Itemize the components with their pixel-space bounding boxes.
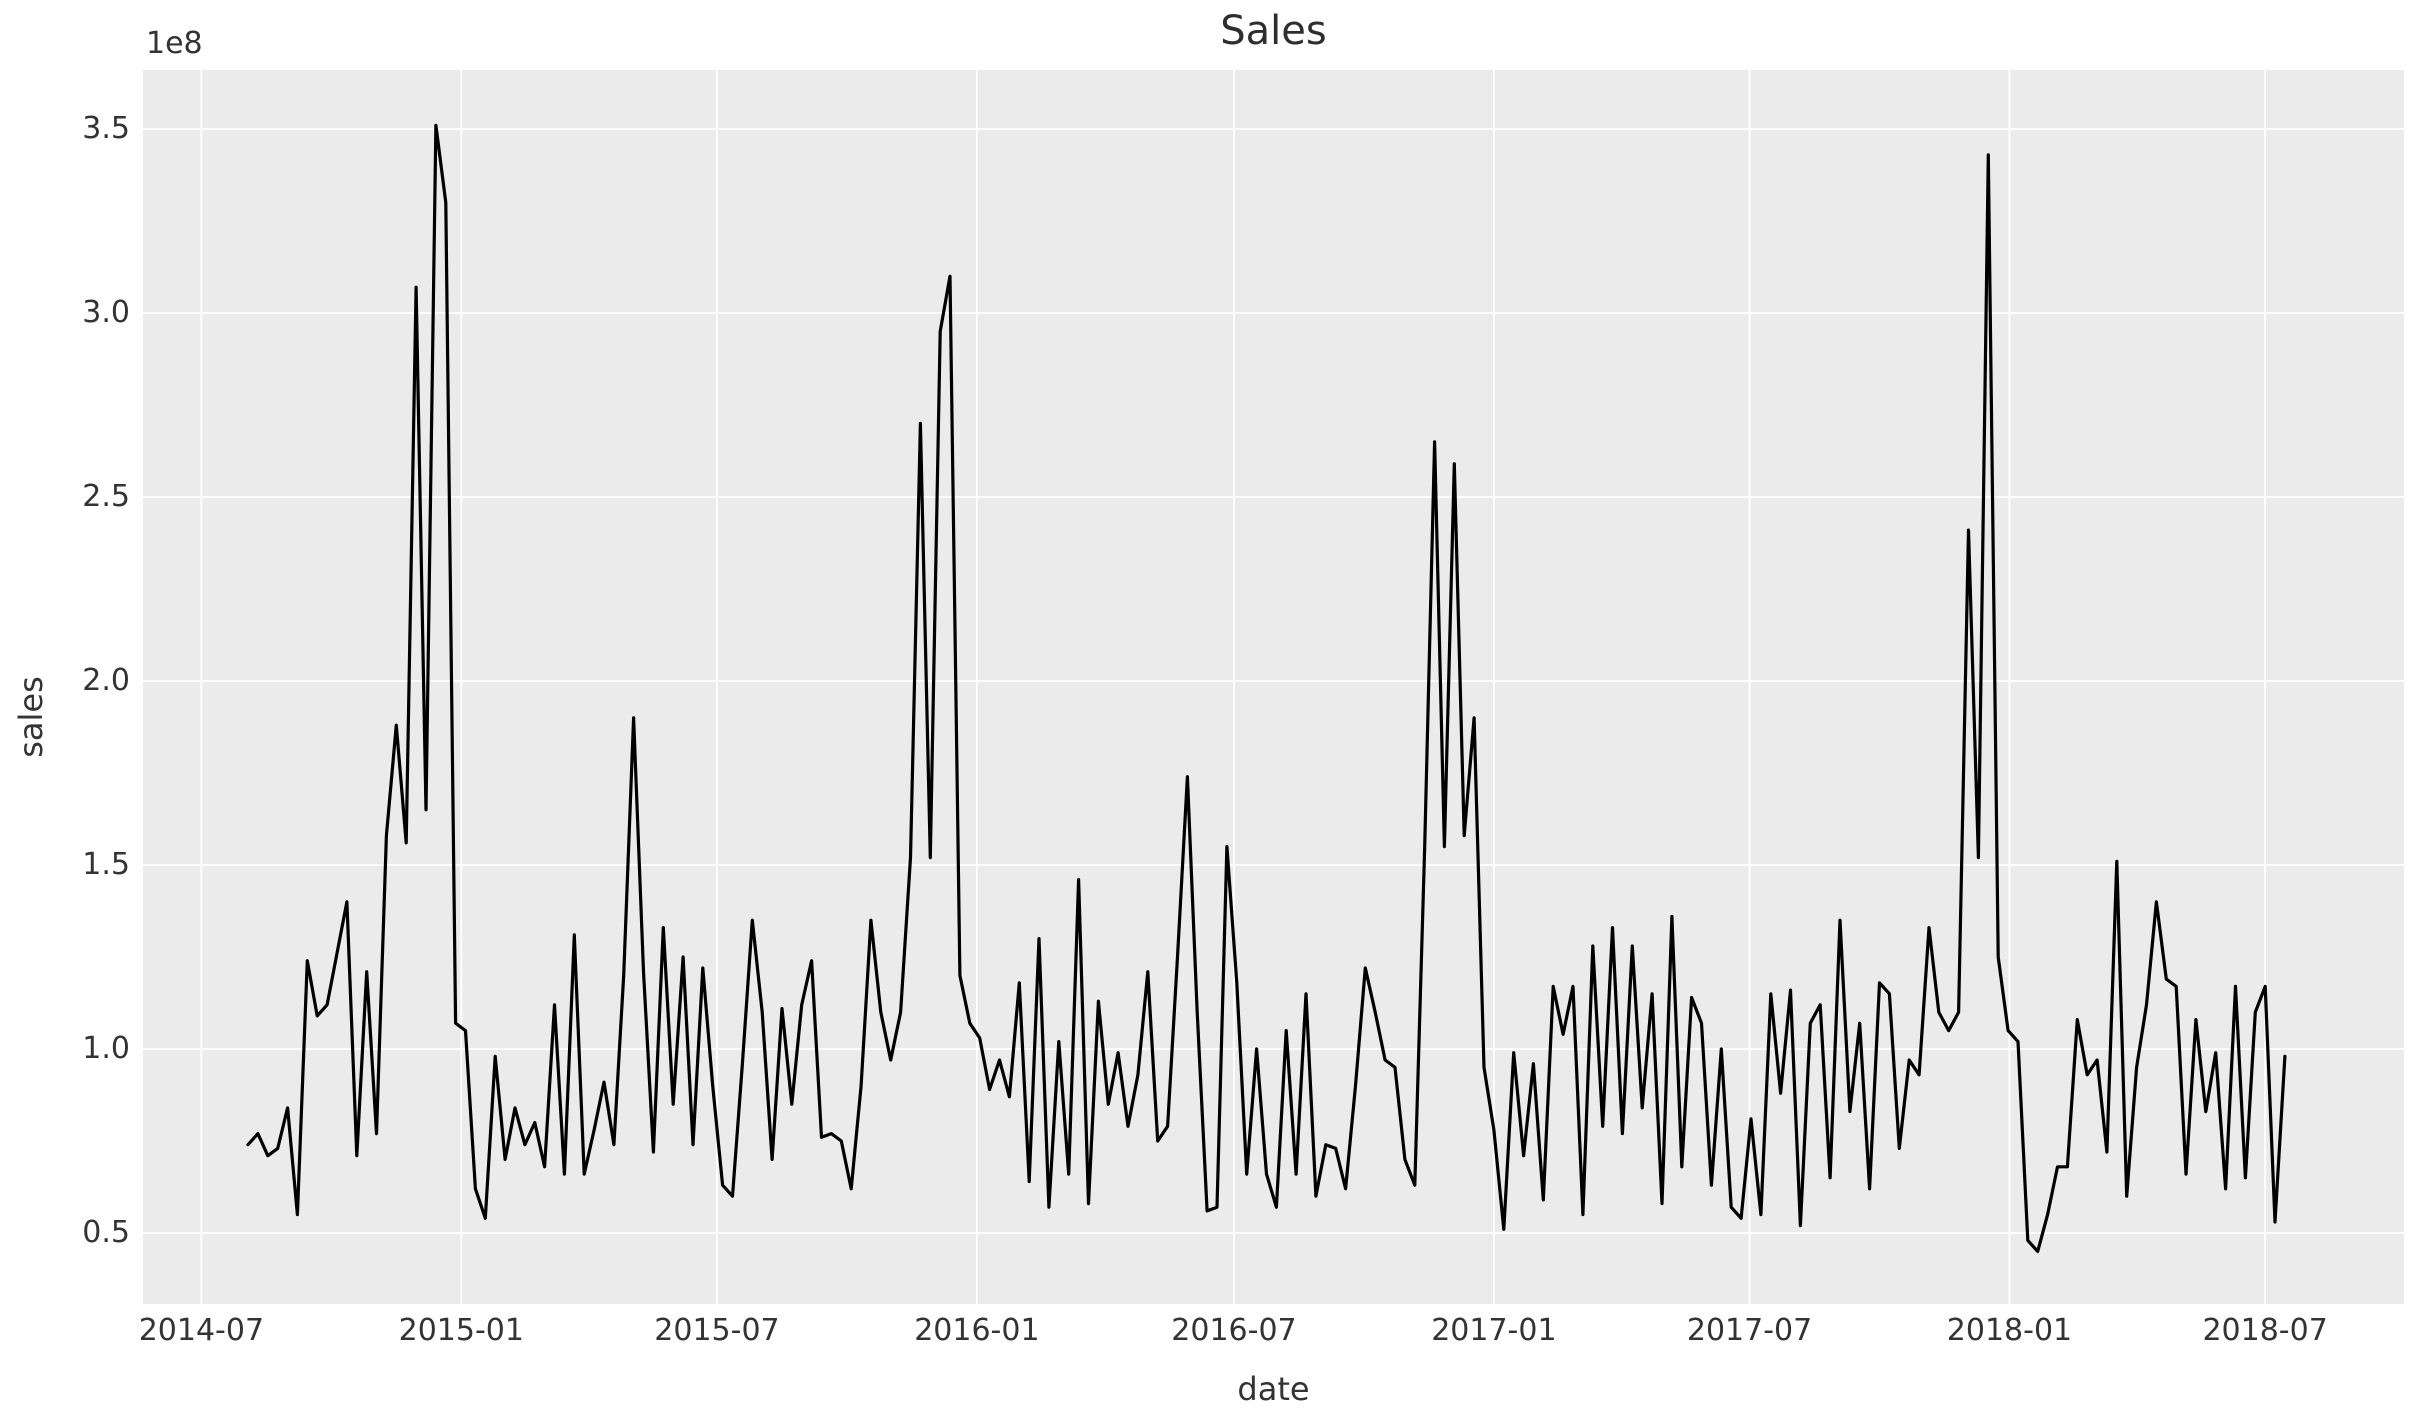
- y-tick-label: 0.5: [82, 1215, 130, 1250]
- x-tick-label: 2017-07: [1686, 1313, 1813, 1348]
- chart-title: Sales: [1220, 8, 1327, 54]
- plot-area: [143, 70, 2404, 1304]
- x-tick-label: 2018-01: [1946, 1313, 2073, 1348]
- y-tick-label: 3.0: [82, 295, 130, 330]
- y-tick-label: 1.5: [82, 847, 130, 882]
- x-tick-label: 2016-07: [1171, 1313, 1297, 1348]
- x-tick-label: 2015-01: [398, 1313, 524, 1348]
- x-axis-label: date: [1237, 1370, 1310, 1408]
- x-tick-label: 2016-01: [914, 1313, 1040, 1348]
- x-tick-label: 2018-07: [2202, 1313, 2328, 1348]
- y-axis-offset-text: 1e8: [146, 26, 203, 61]
- series-line: [246, 123, 2287, 1254]
- x-tick-label: 2017-01: [1431, 1313, 1557, 1348]
- y-tick-label: 2.5: [82, 479, 130, 514]
- y-tick-label: 1.0: [82, 1031, 130, 1066]
- y-axis-label: sales: [12, 676, 50, 758]
- x-tick-label: 2014-07: [138, 1313, 265, 1348]
- y-tick-label: 3.5: [82, 111, 130, 146]
- x-tick-label: 2015-07: [654, 1313, 780, 1348]
- y-tick-label: 2.0: [82, 663, 130, 698]
